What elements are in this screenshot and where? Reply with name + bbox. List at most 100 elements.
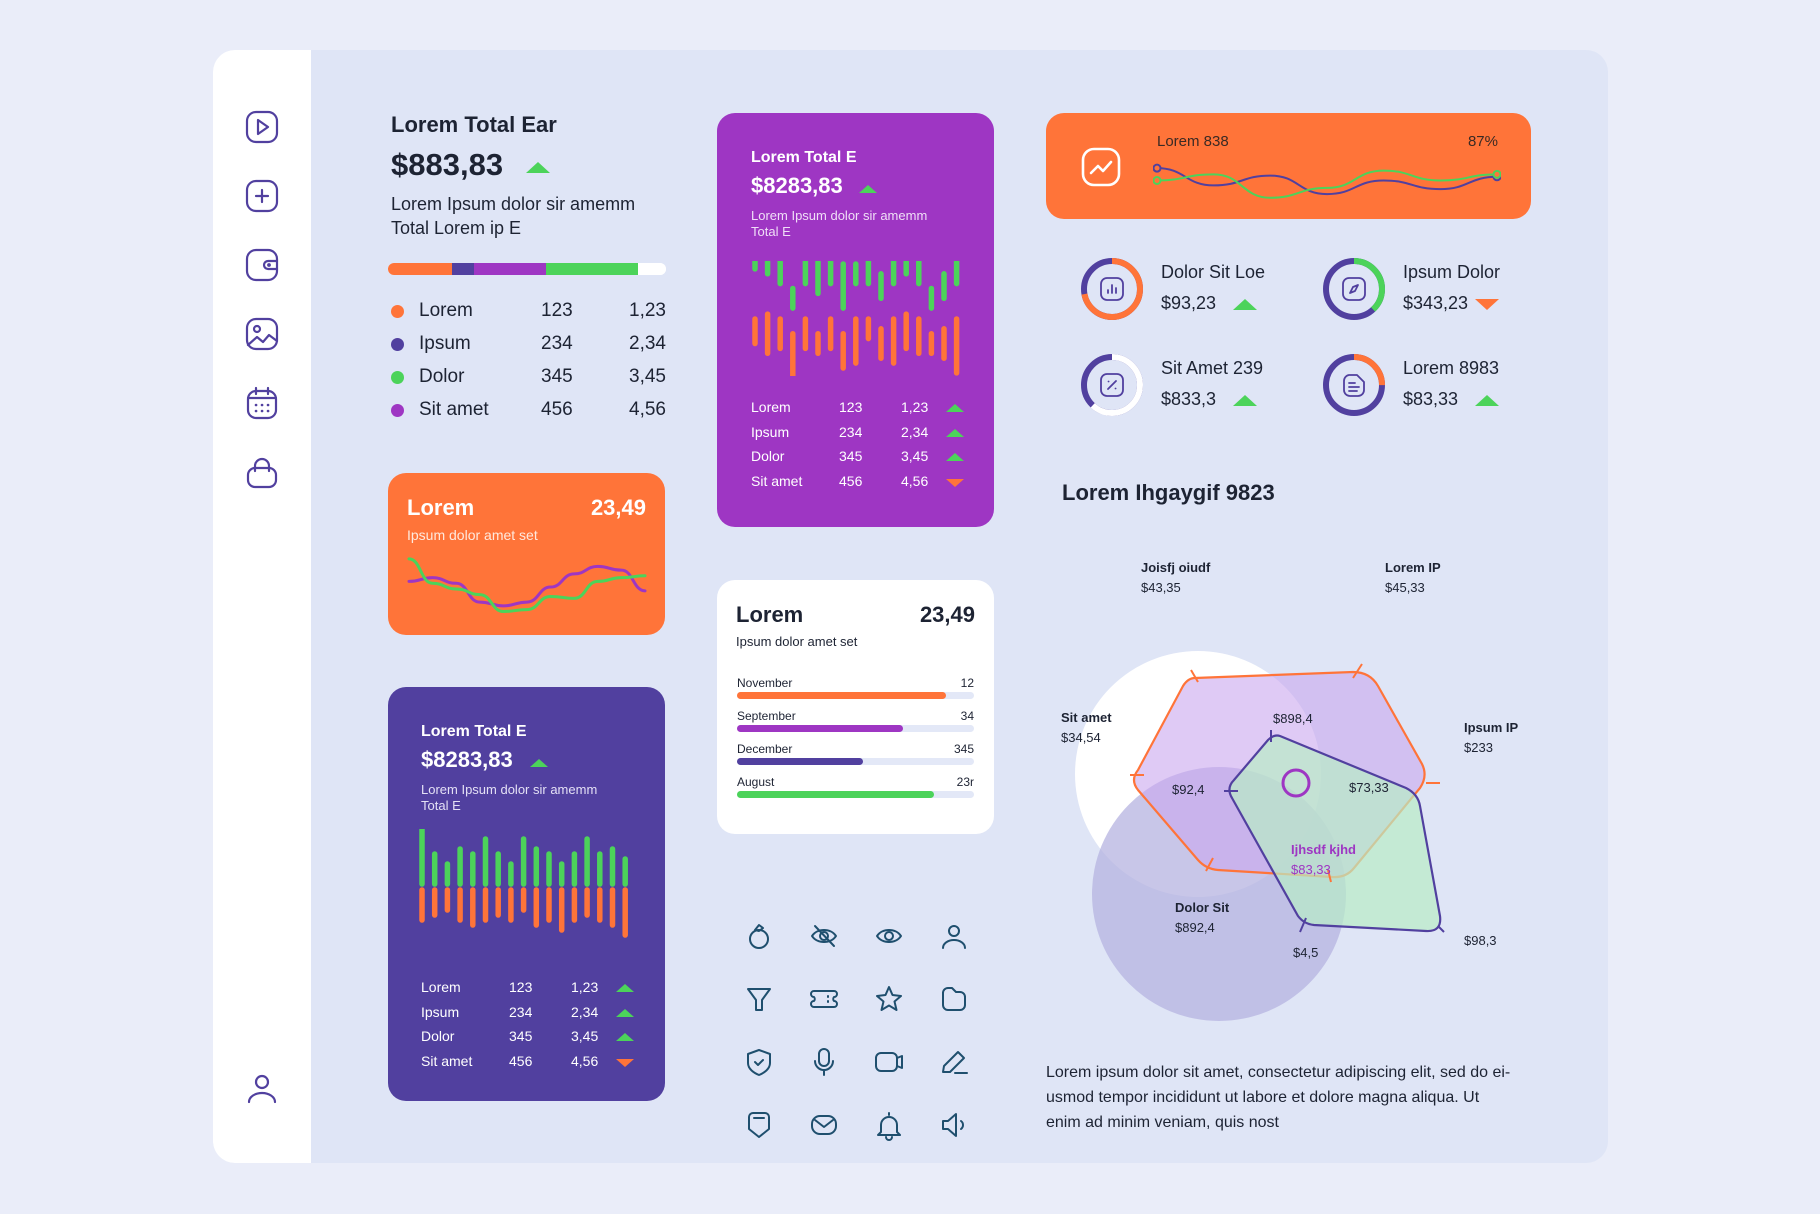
trend-up-icon bbox=[616, 1008, 634, 1017]
venn-label-name: Joisfj oiudf bbox=[1141, 560, 1211, 575]
purple-card-title: Lorem Total E bbox=[751, 149, 857, 166]
bell-icon[interactable] bbox=[873, 1109, 905, 1141]
edit-icon[interactable] bbox=[938, 1046, 970, 1078]
microphone-icon[interactable] bbox=[808, 1046, 840, 1078]
legend-count: 234 bbox=[541, 333, 573, 354]
progress-track bbox=[737, 758, 974, 765]
wallet-icon[interactable] bbox=[244, 247, 280, 283]
summary-amount: $883,83 bbox=[391, 147, 504, 182]
stack-segment bbox=[546, 263, 639, 275]
venn-label: Joisfj oiudf $43,35 bbox=[1141, 558, 1210, 598]
indigo-stats-card: Lorem Total E $8283,83 Lorem Ipsum dolor… bbox=[388, 687, 665, 1101]
progress-card-subtitle: Ipsum dolor amet set bbox=[736, 634, 858, 649]
star-icon[interactable] bbox=[873, 983, 905, 1015]
venn-highlight: Ijhsdf kjhd $83,33 bbox=[1291, 840, 1356, 880]
stats-row: Ipsum 234 2,34 bbox=[751, 421, 971, 445]
trend-up-icon bbox=[616, 984, 634, 992]
discount-icon bbox=[1100, 373, 1124, 397]
paragraph-line-3: enim ad minim veniam, quis nost bbox=[1046, 1114, 1279, 1131]
purple-series-line bbox=[407, 564, 647, 608]
venn-value: $898,4 bbox=[1273, 711, 1313, 726]
purple-card-description-2: Total E bbox=[751, 224, 791, 239]
progress-value: 345 bbox=[953, 742, 974, 756]
kpi-title: Ipsum Dolor bbox=[1403, 262, 1501, 282]
trend-up-icon bbox=[859, 185, 877, 193]
kpi-value: $83,33 bbox=[1403, 389, 1459, 409]
paragraph-line-2: usmod tempor incididunt ut labore et dol… bbox=[1046, 1089, 1480, 1106]
banner-percent: 87% bbox=[1467, 133, 1498, 150]
eye-icon[interactable] bbox=[873, 920, 905, 952]
stacked-progress-bar bbox=[388, 263, 666, 275]
stats-row: Lorem 123 1,23 bbox=[421, 976, 641, 1000]
progress-label: September bbox=[737, 709, 796, 723]
stats-label: Sit amet bbox=[421, 1052, 473, 1069]
badge-icon[interactable] bbox=[743, 1109, 775, 1141]
venn-value: $98,3 bbox=[1464, 933, 1497, 948]
progress-label: August bbox=[737, 775, 775, 789]
orange-card-title: Lorem bbox=[407, 495, 475, 520]
green-series-line-start-point bbox=[1153, 176, 1162, 185]
summary-description-2: Total Lorem ip E bbox=[391, 218, 522, 238]
trend-up-icon bbox=[946, 453, 964, 461]
dashboard-panel: Lorem Total Ear $883,83 Lorem Ipsum dolo… bbox=[213, 50, 1608, 1163]
kpi-ring bbox=[1081, 354, 1143, 416]
play-icon[interactable] bbox=[244, 109, 280, 145]
legend-row: Sit amet 456 4,56 bbox=[388, 395, 668, 425]
venn-label: Dolor Sit $892,4 bbox=[1175, 898, 1229, 938]
eye-off-icon[interactable] bbox=[808, 920, 840, 952]
venn-label: Ipsum IP $233 bbox=[1464, 718, 1518, 758]
bag-icon[interactable] bbox=[244, 454, 280, 490]
trend-down-icon bbox=[616, 1058, 634, 1067]
stats-row: Sit amet 456 4,56 bbox=[751, 470, 971, 494]
venn-title: Lorem Ihgaygif 9823 bbox=[1062, 480, 1275, 505]
venn-label-value: $233 bbox=[1464, 740, 1493, 755]
folder-icon[interactable] bbox=[938, 983, 970, 1015]
venn-label-name: Sit amet bbox=[1061, 710, 1112, 725]
orange-line-chart bbox=[407, 557, 647, 613]
indigo-card-title: Lorem Total E bbox=[421, 723, 527, 740]
progress-track bbox=[737, 791, 974, 798]
image-icon[interactable] bbox=[244, 316, 280, 352]
stats-value: 4,56 bbox=[571, 1052, 599, 1069]
stats-value: 2,34 bbox=[571, 1003, 599, 1020]
video-icon[interactable] bbox=[873, 1046, 905, 1078]
stats-count: 345 bbox=[509, 1028, 533, 1044]
mail-icon[interactable] bbox=[808, 1109, 840, 1141]
progress-fill bbox=[737, 692, 946, 699]
trend-up-icon bbox=[1233, 299, 1257, 310]
trend-up-icon bbox=[946, 404, 964, 412]
trend-icon[interactable] bbox=[1080, 146, 1122, 188]
venn-highlight-value: $83,33 bbox=[1291, 862, 1331, 877]
user-icon[interactable] bbox=[938, 920, 970, 952]
progress-value: 23r bbox=[956, 775, 974, 789]
venn-label-name: Lorem IP bbox=[1385, 560, 1441, 575]
venn-hexagon-ticks bbox=[1130, 663, 1440, 883]
shield-check-icon[interactable] bbox=[743, 1046, 775, 1078]
ring-icon[interactable] bbox=[743, 920, 775, 952]
legend-dot bbox=[391, 338, 404, 351]
indigo-series-line-start-point bbox=[1153, 163, 1162, 173]
trend-up-icon bbox=[946, 428, 964, 437]
progress-label: December bbox=[737, 742, 793, 756]
ticket-icon[interactable] bbox=[808, 983, 840, 1015]
kpi-item: Ipsum Dolor $343,23 bbox=[1321, 256, 1551, 326]
description-paragraph: Lorem ipsum dolor sit amet, consectetur … bbox=[1046, 1060, 1546, 1135]
paragraph-line-1: Lorem ipsum dolor sit amet, consectetur … bbox=[1046, 1064, 1511, 1081]
user-icon[interactable] bbox=[244, 1070, 280, 1106]
calendar-icon[interactable] bbox=[244, 385, 280, 421]
legend-dot bbox=[391, 371, 404, 384]
kpi-ring-progress bbox=[1081, 258, 1143, 320]
legend-value: 3,45 bbox=[629, 366, 666, 387]
legend-count: 456 bbox=[541, 399, 573, 420]
green-series-line bbox=[1156, 169, 1498, 199]
trend-down-icon bbox=[1475, 299, 1499, 310]
kpi-ring-progress bbox=[1081, 354, 1143, 416]
venn-pentagon-ticks bbox=[1224, 730, 1445, 933]
venn-diagram bbox=[1075, 651, 1445, 1021]
kpi-item: Dolor Sit Loe $93,23 bbox=[1079, 256, 1309, 326]
filter-icon[interactable] bbox=[743, 983, 775, 1015]
plus-icon[interactable] bbox=[244, 178, 280, 214]
kpi-value: $833,3 bbox=[1161, 389, 1217, 409]
speaker-icon[interactable] bbox=[938, 1109, 970, 1141]
stats-label: Dolor bbox=[421, 1028, 455, 1044]
